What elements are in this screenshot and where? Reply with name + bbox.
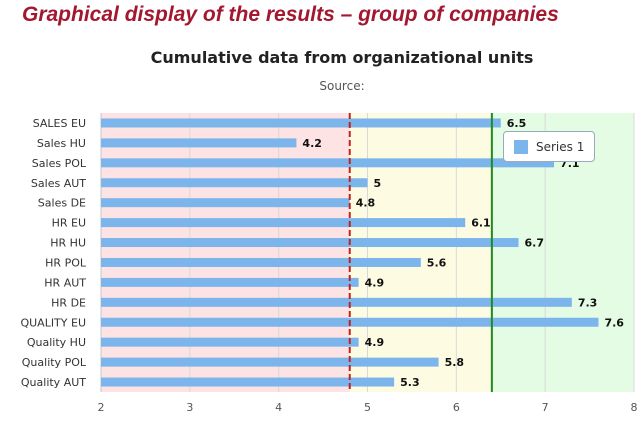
x-tick-label-4: 4 [275, 401, 282, 414]
category-label-3: Sales AUT [31, 177, 86, 190]
chart-subtitle: Source: [319, 79, 365, 93]
bar-11 [101, 337, 359, 347]
bar-4 [101, 198, 350, 208]
plot-band-0 [101, 113, 350, 392]
bar-5 [101, 218, 466, 228]
data-label-0: 6.5 [507, 117, 527, 130]
bar-7 [101, 257, 421, 267]
x-tick-label-2: 2 [98, 401, 105, 414]
data-label-4: 4.8 [356, 197, 376, 210]
data-label-8: 4.9 [365, 276, 385, 289]
category-label-1: Sales HU [37, 137, 86, 150]
category-label-11: Quality HU [27, 336, 86, 349]
category-label-8: HR AUT [44, 276, 86, 289]
bar-13 [101, 377, 395, 387]
chart-title: Cumulative data from organizational unit… [150, 48, 534, 67]
slide-title: Graphical display of the results – group… [22, 3, 559, 26]
x-tick-label-5: 5 [364, 401, 371, 414]
bar-1 [101, 138, 297, 148]
legend[interactable]: Series 1 [503, 131, 595, 162]
plot-band-1 [349, 113, 492, 392]
data-label-10: 7.6 [604, 316, 624, 329]
category-label-2: Sales POL [32, 157, 87, 170]
data-label-6: 6.7 [525, 237, 545, 250]
data-label-3: 5 [374, 177, 382, 190]
data-label-9: 7.3 [578, 296, 598, 309]
category-label-13: Quality AUT [21, 376, 86, 389]
x-tick-label-6: 6 [453, 401, 460, 414]
category-label-4: Sales DE [38, 197, 86, 210]
bar-12 [101, 357, 439, 367]
category-label-7: HR POL [45, 256, 87, 269]
legend-swatch-series-1 [514, 139, 528, 154]
category-label-12: Quality POL [22, 356, 87, 369]
bar-6 [101, 238, 519, 248]
category-label-0: SALES EU [33, 117, 86, 130]
category-label-10: QUALITY EU [20, 316, 86, 329]
x-tick-label-7: 7 [542, 401, 549, 414]
legend-label-series-1: Series 1 [536, 139, 585, 154]
category-label-6: HR HU [50, 237, 86, 250]
bar-0 [101, 118, 501, 128]
bar-2 [101, 158, 555, 168]
data-label-13: 5.3 [400, 376, 420, 389]
data-label-1: 4.2 [302, 137, 322, 150]
data-label-7: 5.6 [427, 256, 447, 269]
data-label-5: 6.1 [471, 217, 491, 230]
bar-9 [101, 297, 572, 307]
bar-3 [101, 178, 368, 188]
category-label-9: HR DE [51, 296, 86, 309]
data-label-12: 5.8 [445, 356, 465, 369]
x-tick-label-8: 8 [631, 401, 638, 414]
bar-8 [101, 277, 359, 287]
data-label-11: 4.9 [365, 336, 385, 349]
category-label-5: HR EU [52, 217, 86, 230]
x-tick-label-3: 3 [186, 401, 193, 414]
